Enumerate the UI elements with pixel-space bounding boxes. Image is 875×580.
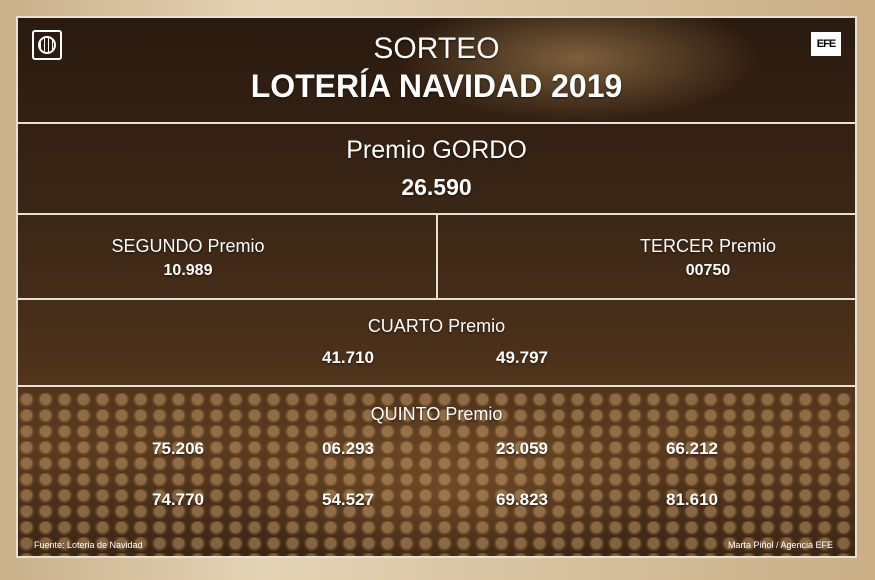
divider	[18, 122, 855, 124]
infographic-panel: EFE SORTEO LOTERÍA NAVIDAD 2019 Premio G…	[16, 16, 857, 558]
cuarto-number: 41.710	[322, 348, 374, 367]
gordo-label: Premio GORDO	[346, 136, 527, 164]
divider	[18, 298, 855, 300]
quinto-number: 69.823	[496, 490, 548, 509]
quinto-number: 75.206	[152, 439, 204, 458]
source-note: Fuente: Loteria de Navidad	[34, 540, 143, 550]
quinto-label: QUINTO Premio	[370, 404, 503, 424]
cuarto-label: CUARTO Premio	[367, 316, 506, 336]
quinto-number: 81.610	[666, 490, 718, 509]
cuarto-number: 49.797	[496, 348, 548, 367]
tercer-label: TERCER Premio	[639, 236, 777, 256]
quinto-number: 23.059	[496, 439, 548, 458]
quinto-number: 54.527	[322, 490, 374, 509]
segundo-number: 10.989	[163, 262, 213, 279]
divider	[436, 213, 438, 298]
quinto-number: 66.212	[666, 439, 718, 458]
credit-note: Marta Piñol / Agencia EFE	[727, 540, 833, 550]
quinto-number: 74.770	[152, 490, 204, 509]
header-subtitle: SORTEO	[373, 32, 500, 65]
efe-logo: EFE	[811, 32, 841, 56]
segundo-label: SEGUNDO Premio	[111, 236, 265, 256]
tercer-number: 00750	[685, 262, 731, 279]
quinto-number: 06.293	[322, 439, 374, 458]
lottery-balls-background	[18, 393, 855, 556]
page-title: LOTERÍA NAVIDAD 2019	[250, 68, 623, 104]
divider	[18, 385, 855, 387]
loterias-globe-logo-icon	[32, 30, 62, 60]
gordo-number: 26.590	[401, 174, 472, 200]
